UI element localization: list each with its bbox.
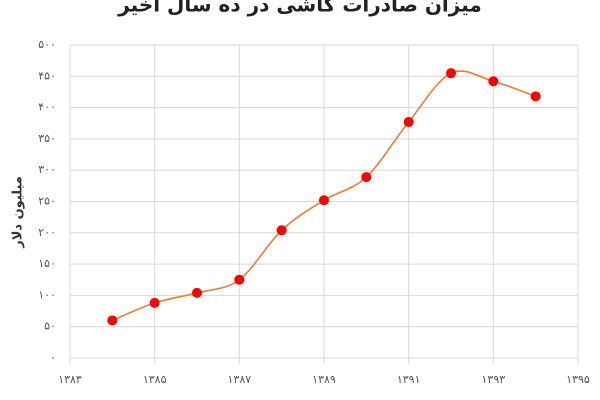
x-tick-label: ۱۳۹۵ xyxy=(566,373,590,386)
y-tick-label: ۴۵۰ xyxy=(38,69,56,82)
data-point xyxy=(530,91,541,102)
x-tick-label: ۱۳۹۳ xyxy=(482,373,506,386)
data-point xyxy=(446,68,456,79)
data-point xyxy=(234,274,245,285)
y-tick-label: ۵۰ xyxy=(44,320,56,333)
y-tick-label: ۱۵۰ xyxy=(38,257,56,270)
x-tick-label: ۱۳۸۵ xyxy=(143,373,167,386)
data-point xyxy=(361,172,372,183)
y-tick-label: ۴۰۰ xyxy=(38,101,56,114)
y-tick-label: ۳۰۰ xyxy=(38,163,56,176)
chart-title: میزان صادرات کاشی در ده سال اخیر xyxy=(117,0,482,17)
y-tick-label: ۱۰۰ xyxy=(38,288,56,301)
data-point xyxy=(403,116,414,127)
y-tick-label: ۳۵۰ xyxy=(38,132,56,145)
data-point xyxy=(488,76,499,87)
x-tick-label: ۱۳۸۷ xyxy=(228,373,252,386)
data-point xyxy=(107,315,118,326)
y-tick-label: ۰ xyxy=(50,351,56,364)
data-point xyxy=(149,297,160,308)
x-tick-label: ۱۳۸۳ xyxy=(58,373,82,386)
x-tick-label: ۱۳۹۱ xyxy=(397,373,421,386)
x-tick-label: ۱۳۸۹ xyxy=(312,373,336,386)
y-tick-label: ۵۰۰ xyxy=(38,38,56,51)
y-tick-label: ۲۵۰ xyxy=(38,195,56,208)
y-tick-label: ۲۰۰ xyxy=(38,226,56,239)
y-axis-label: میلیون دلار xyxy=(11,176,26,249)
data-point xyxy=(192,287,202,298)
data-point xyxy=(276,225,287,236)
data-point xyxy=(319,195,329,206)
